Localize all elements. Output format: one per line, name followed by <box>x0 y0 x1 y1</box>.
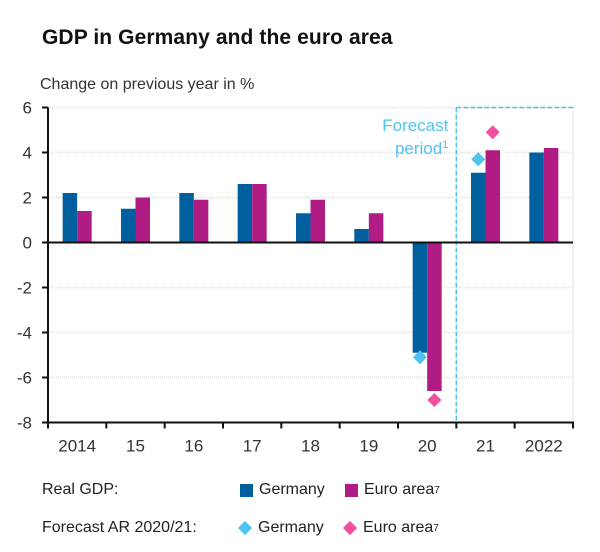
chart-subtitle: Change on previous year in % <box>40 76 255 93</box>
bar-germany <box>296 213 311 243</box>
legend-swatch-diamond-icon <box>342 520 358 536</box>
y-tick-label: -6 <box>17 369 32 388</box>
forecast-marker-germany <box>412 350 427 365</box>
y-tick-label: 4 <box>23 144 32 163</box>
legend-item-germany-forecast: Germany <box>237 519 324 537</box>
y-tick-label: -8 <box>17 414 32 433</box>
bar-euro-area <box>135 197 150 243</box>
legend-item-euro-area-forecast: Euro area 7 <box>342 519 439 537</box>
x-tick-label: 2014 <box>58 437 96 456</box>
forecast-marker-euro-area <box>427 393 442 407</box>
legend-row-forecast: Forecast AR 2020/21: Germany Euro area 7 <box>42 519 582 541</box>
bar-euro-area <box>77 211 92 243</box>
x-tick-label: 19 <box>359 437 378 456</box>
bar-germany <box>412 242 428 353</box>
x-tick-label: 18 <box>301 437 320 456</box>
y-tick-label: 0 <box>23 234 32 253</box>
legend-item-euro-area: Euro area 7 <box>345 481 440 499</box>
forecast-marker-germany <box>471 152 486 167</box>
bar-euro-area <box>193 199 209 243</box>
bar-euro-area <box>485 150 500 243</box>
legend-row-label: Forecast AR 2020/21: <box>42 519 197 536</box>
y-tick-label: 6 <box>23 99 32 118</box>
bar-euro-area <box>543 148 559 243</box>
legend-row-label: Real GDP: <box>42 481 119 498</box>
bar-germany <box>62 193 78 243</box>
x-tick-label: 2022 <box>525 437 563 456</box>
legend-swatch-diamond-icon <box>237 520 253 536</box>
forecast-marker-euro-area <box>485 125 500 140</box>
y-tick-label: -2 <box>17 279 32 298</box>
bar-germany <box>354 229 369 243</box>
x-tick-label: 15 <box>126 437 145 456</box>
bar-euro-area <box>310 199 325 243</box>
bar-germany <box>237 184 253 243</box>
y-tick-label: -4 <box>17 324 32 343</box>
forecast-label: Forecast <box>382 116 448 135</box>
bar-euro-area <box>252 184 267 243</box>
chart-title: GDP in Germany and the euro area <box>42 26 393 49</box>
footnote-mark: 7 <box>433 522 439 534</box>
legend-text: Euro area <box>364 481 435 498</box>
x-tick-label: 21 <box>476 437 495 456</box>
x-tick-label: 16 <box>184 437 203 456</box>
bar-germany <box>529 152 544 243</box>
legend-swatch-square <box>345 483 358 497</box>
legend-text: Germany <box>259 481 325 498</box>
footnote-mark: 7 <box>434 484 440 496</box>
legend-text: Euro area <box>363 519 434 536</box>
forecast-label: period1 <box>395 139 448 158</box>
bar-germany <box>179 193 194 243</box>
legend-swatch-square <box>240 483 253 497</box>
x-tick-label: 17 <box>243 437 262 456</box>
bar-germany <box>471 172 486 243</box>
y-tick-label: 2 <box>23 189 32 208</box>
bar-germany <box>121 208 136 243</box>
legend-item-germany: Germany <box>240 481 325 499</box>
x-tick-label: 20 <box>418 437 437 456</box>
legend-row-real-gdp: Real GDP: Germany Euro area 7 <box>42 481 582 503</box>
bar-euro-area <box>427 242 442 391</box>
bar-euro-area <box>368 213 384 243</box>
legend-text: Germany <box>258 519 324 536</box>
